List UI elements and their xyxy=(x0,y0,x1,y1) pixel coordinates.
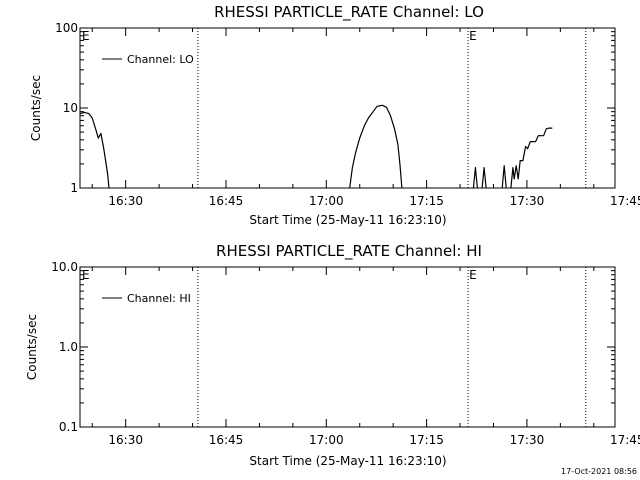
plot-frame xyxy=(79,266,616,428)
y-tick-label: 0.1 xyxy=(59,420,78,434)
y-tick-label: 100 xyxy=(55,21,78,35)
edge-label: E xyxy=(82,29,90,43)
x-tick-label: 16:30 xyxy=(108,194,143,208)
series-line-segment xyxy=(481,167,487,189)
event-marker-label: E xyxy=(469,268,477,282)
x-tick-label: 17:30 xyxy=(510,194,545,208)
chart-title: RHESSI PARTICLE_RATE Channel: HI xyxy=(216,242,482,261)
print-timestamp: 17-Oct-2021 08:56 xyxy=(561,467,637,476)
y-tick-label: 10.0 xyxy=(51,260,78,274)
event-marker-label: E xyxy=(469,29,477,43)
legend-label: Channel: HI xyxy=(127,292,191,305)
x-tick-label: 17:45 xyxy=(610,194,640,208)
plot-frame xyxy=(79,27,616,189)
x-tick-label: 17:45 xyxy=(610,433,640,447)
series-line-segment xyxy=(510,127,553,189)
x-axis-label: Start Time (25-May-11 16:23:10) xyxy=(249,213,446,227)
x-tick-label: 16:45 xyxy=(209,433,244,447)
y-tick-label: 10 xyxy=(63,101,78,115)
x-axis-label: Start Time (25-May-11 16:23:10) xyxy=(249,454,446,468)
x-tick-label: 17:00 xyxy=(309,433,344,447)
series-line-segment xyxy=(472,167,478,189)
y-tick-label: 1.0 xyxy=(59,340,78,354)
legend-label: Channel: LO xyxy=(127,53,194,66)
x-tick-label: 17:00 xyxy=(309,194,344,208)
series-line-segment xyxy=(80,111,110,189)
y-axis-label: Counts/sec xyxy=(29,75,43,141)
x-tick-label: 17:30 xyxy=(510,433,545,447)
series-line-segment xyxy=(349,104,403,189)
chart-panel-hi: RHESSI PARTICLE_RATE Channel: HI Start T… xyxy=(25,242,640,468)
x-tick-label: 17:15 xyxy=(409,194,444,208)
x-tick-label: 17:15 xyxy=(409,433,444,447)
y-axis-label: Counts/sec xyxy=(25,314,39,380)
y-tick-label: 1 xyxy=(70,181,78,195)
x-tick-label: 16:45 xyxy=(209,194,244,208)
chart-panel-lo: RHESSI PARTICLE_RATE Channel: LO Start T… xyxy=(29,3,640,227)
series-line-segment xyxy=(501,165,507,189)
edge-label: E xyxy=(82,268,90,282)
x-tick-label: 16:30 xyxy=(108,433,143,447)
chart-title: RHESSI PARTICLE_RATE Channel: LO xyxy=(214,3,484,22)
